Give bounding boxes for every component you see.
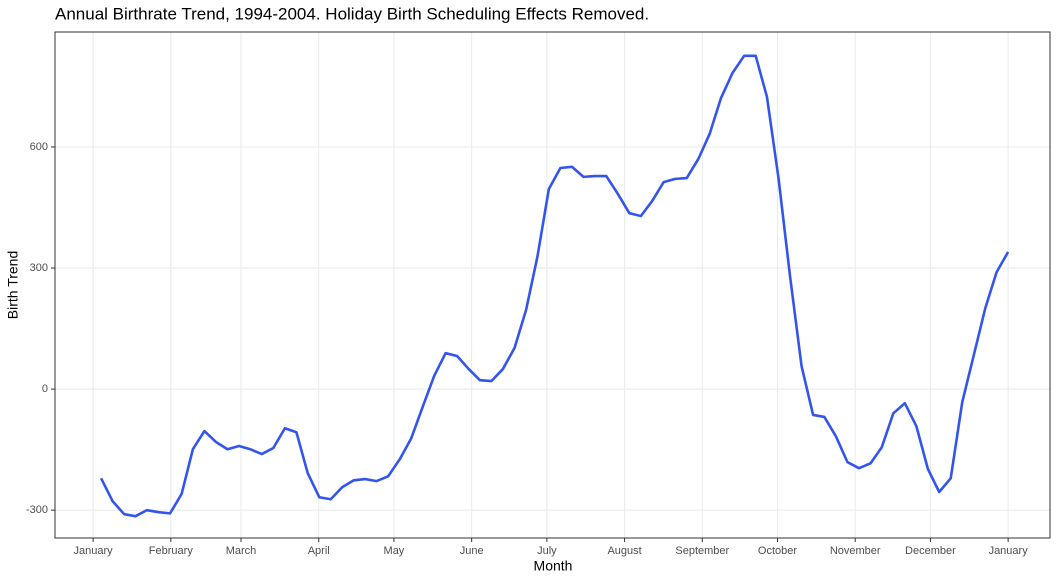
chart-title: Annual Birthrate Trend, 1994-2004. Holid… <box>55 4 649 23</box>
y-axis-label: Birth Trend <box>5 251 21 319</box>
y-tick-label: 0 <box>42 383 48 395</box>
y-tick-label: 600 <box>30 141 48 153</box>
x-tick-label: October <box>758 545 797 557</box>
x-tick-label: December <box>905 545 956 557</box>
x-tick-label: June <box>460 545 484 557</box>
x-tick-label: July <box>537 545 557 557</box>
y-tick-label: 300 <box>30 262 48 274</box>
x-tick-label: February <box>149 545 194 557</box>
x-tick-label: March <box>226 545 257 557</box>
x-tick-label: November <box>830 545 881 557</box>
x-tick-label: September <box>675 545 729 557</box>
y-tick-label: -300 <box>26 504 48 516</box>
x-tick-label: May <box>384 545 405 557</box>
data-line <box>99 54 1010 518</box>
x-tick-label: August <box>607 545 641 557</box>
x-axis-label: Month <box>534 558 573 574</box>
x-tick-label: April <box>308 545 330 557</box>
x-tick-label: January <box>74 545 114 557</box>
x-tick-label: January <box>989 545 1029 557</box>
panel-border <box>54 31 1051 539</box>
